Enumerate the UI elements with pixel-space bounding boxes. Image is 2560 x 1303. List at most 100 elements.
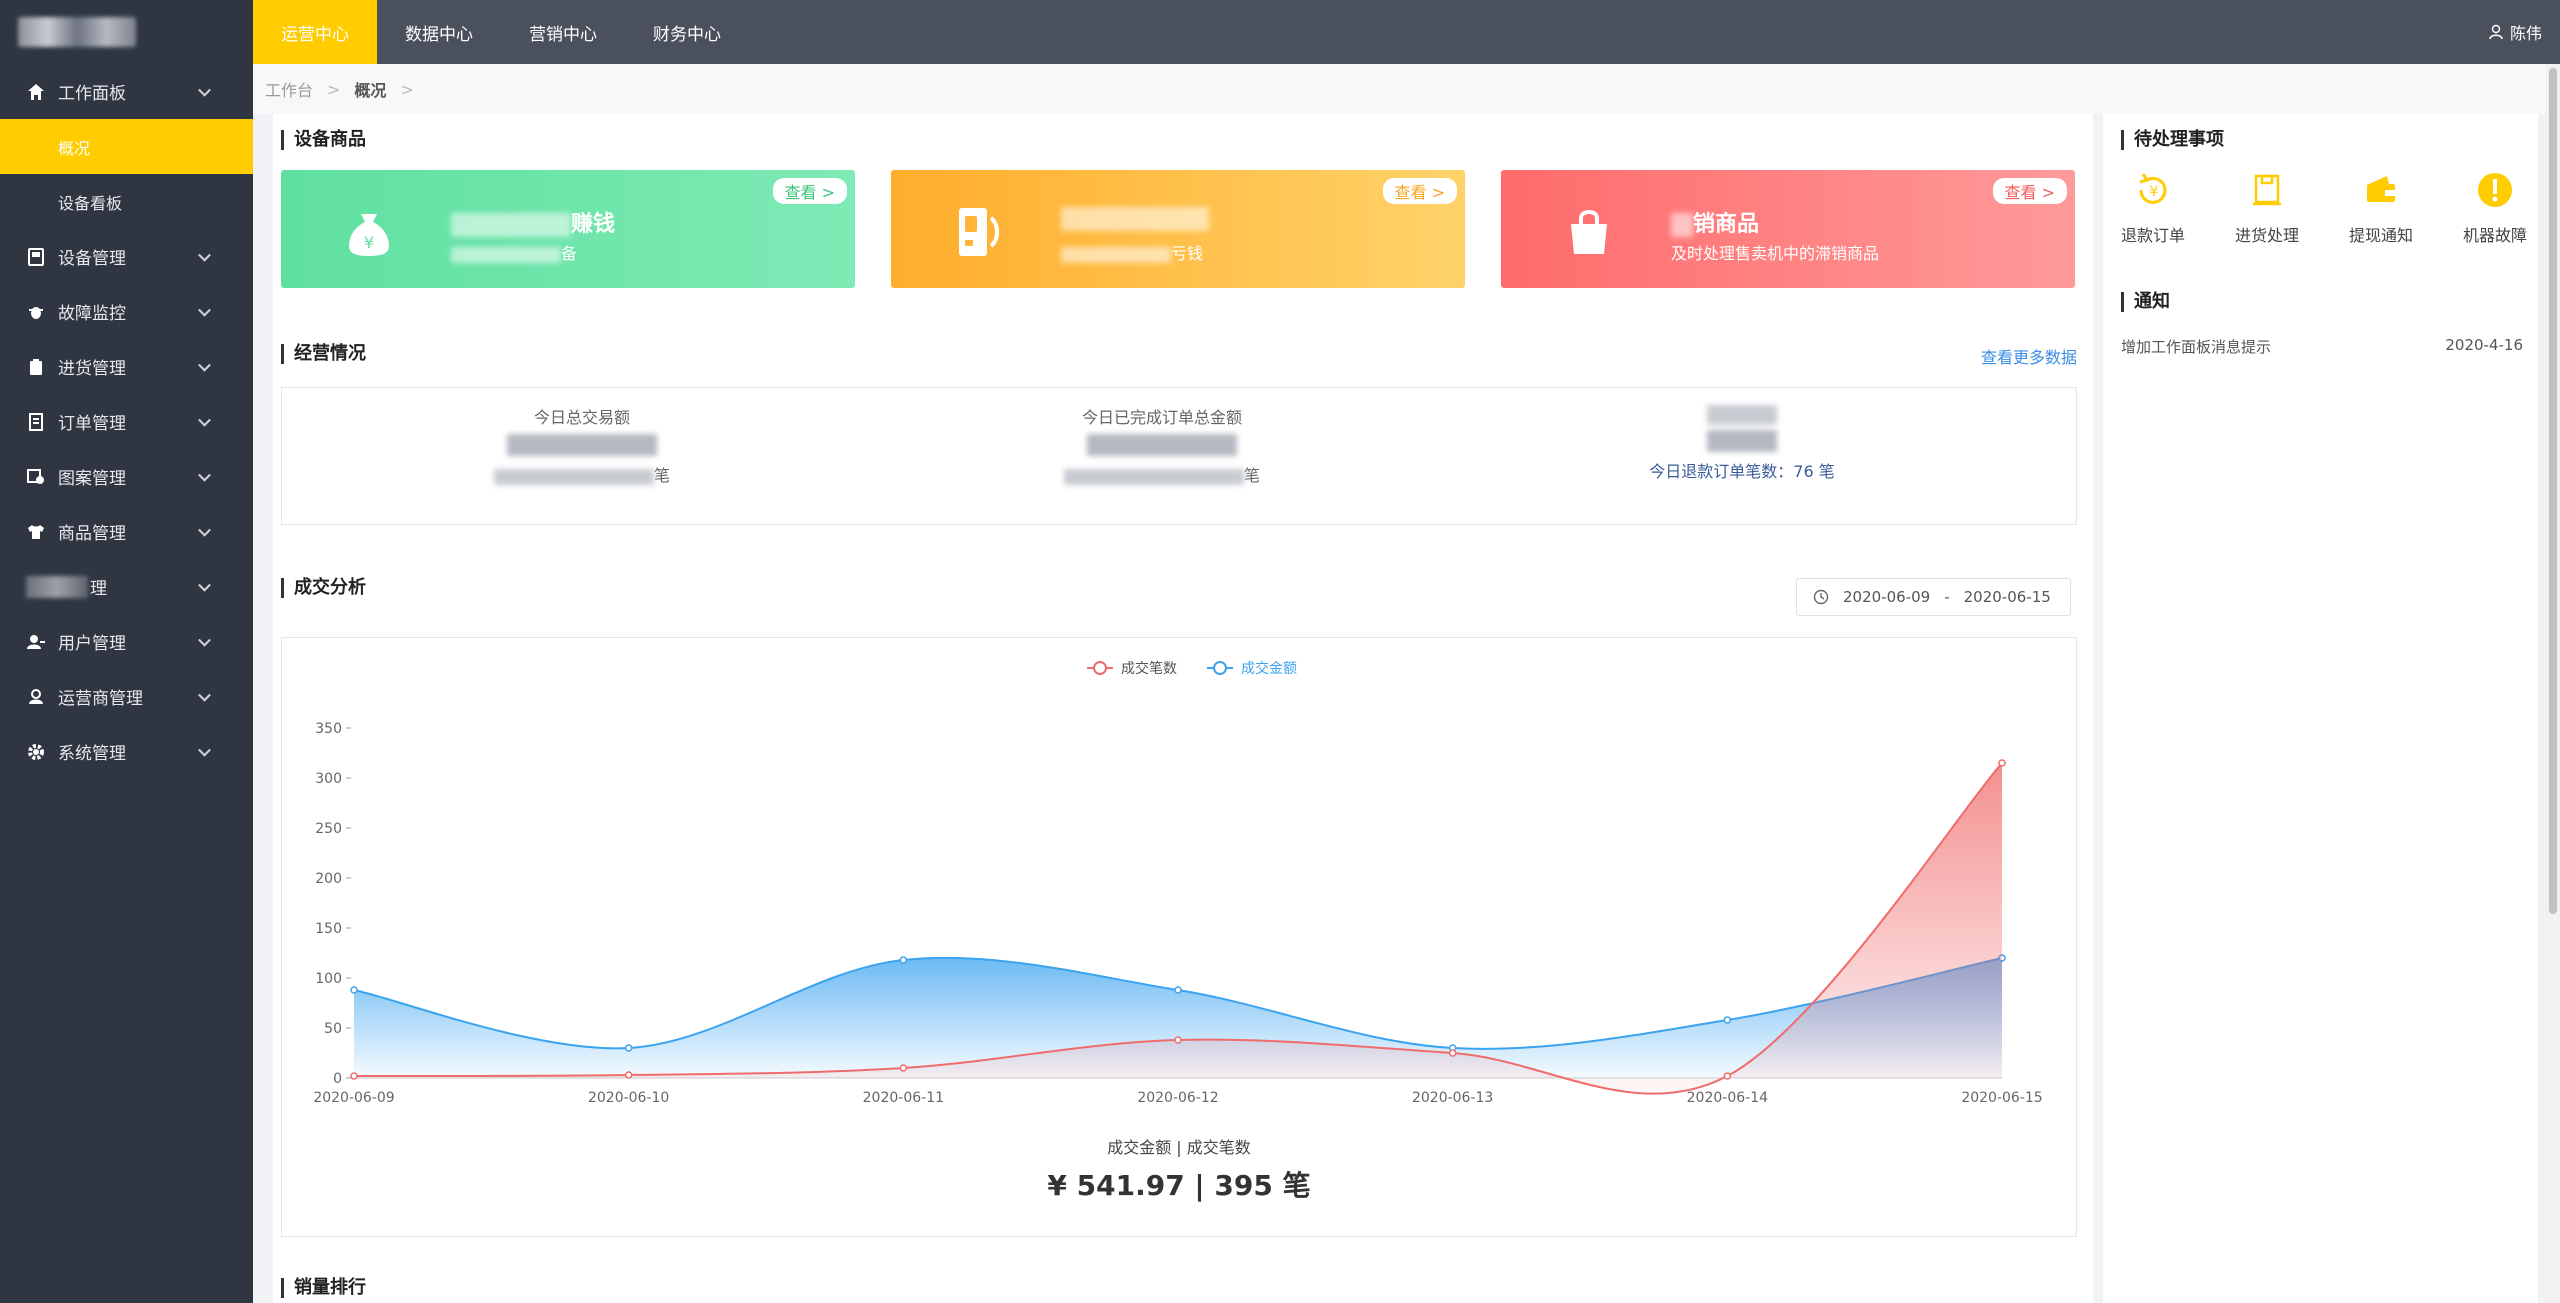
stat-label: 今日已完成订单总金额 xyxy=(1081,408,1242,427)
view-button[interactable]: 查看 > xyxy=(772,178,847,204)
section-title-deals: 成交分析 xyxy=(281,578,366,598)
todo-withdraw[interactable]: 提现通知 xyxy=(2331,170,2431,246)
chevron-down-icon xyxy=(198,303,211,317)
card-subtitle: 亏钱 xyxy=(1061,240,1203,264)
y-tick-label: 300 xyxy=(315,771,342,787)
user-menu[interactable]: 陈伟 xyxy=(2488,20,2542,44)
sidebar: 工作面板 概况 设备看板 设备管理 故障监控 进货管理 订单管理 图案管理 商品… xyxy=(0,0,253,1303)
gear-icon xyxy=(26,742,46,762)
data-point xyxy=(1174,1036,1182,1044)
svg-text:¥: ¥ xyxy=(2150,184,2159,200)
alert-icon xyxy=(2478,173,2512,207)
device-icon xyxy=(26,247,46,267)
data-point xyxy=(1174,986,1182,994)
tab-operations[interactable]: 运营中心 xyxy=(253,0,377,64)
sidebar-item-operators[interactable]: 运营商管理 xyxy=(0,669,253,724)
chart-summary-label: 成交金额 | 成交笔数 xyxy=(1107,1138,1251,1157)
top-nav: 运营中心 数据中心 营销中心 财务中心 陈伟 xyxy=(253,0,2560,64)
x-tick-label: 2020-06-15 xyxy=(1961,1090,2042,1106)
chart-summary-value: ¥ 541.97 | 395 笔 xyxy=(1047,1169,1311,1202)
x-tick-label: 2020-06-09 xyxy=(313,1090,394,1106)
y-tick-label: 150 xyxy=(315,921,342,937)
view-button[interactable]: 查看 > xyxy=(1992,178,2067,204)
data-point xyxy=(624,1044,633,1052)
data-point xyxy=(899,1064,908,1072)
data-point xyxy=(899,956,908,964)
operator-icon xyxy=(26,687,46,707)
tab-marketing[interactable]: 营销中心 xyxy=(501,0,625,64)
stat-label: 今日总交易额 xyxy=(533,408,630,427)
date-start[interactable]: 2020-06-09 xyxy=(1843,588,1931,606)
sidebar-item-workpanel[interactable]: 工作面板 xyxy=(0,64,253,119)
sidebar-item-label: 运营商管理 xyxy=(58,689,143,709)
todo-refund[interactable]: ¥ 退款订单 xyxy=(2103,170,2203,246)
todo-machine-fault[interactable]: 机器故障 xyxy=(2445,170,2545,246)
sidebar-item-label: 理 xyxy=(90,579,107,599)
sidebar-item-patterns[interactable]: 图案管理 xyxy=(0,449,253,504)
clipboard-icon xyxy=(26,357,46,377)
sidebar-item-users[interactable]: 用户管理 xyxy=(0,614,253,669)
todo-label: 进货处理 xyxy=(2234,226,2299,245)
sidebar-item-label: 图案管理 xyxy=(58,469,126,489)
breadcrumb-root[interactable]: 工作台 xyxy=(265,81,314,100)
breadcrumb-sep: > xyxy=(400,79,414,99)
card-profit[interactable]: 查看 > ¥ 赚钱 备 xyxy=(281,170,855,288)
todo-label: 提现通知 xyxy=(2348,226,2413,245)
shirt-icon xyxy=(26,522,46,542)
sidebar-item-blurred[interactable]: 理 xyxy=(0,559,253,614)
vending-machine-icon xyxy=(959,208,999,256)
chevron-down-icon xyxy=(198,468,211,482)
sidebar-item-system[interactable]: 系统管理 xyxy=(0,724,253,779)
tab-label: 运营中心 xyxy=(281,24,349,45)
sidebar-item-devices[interactable]: 设备管理 xyxy=(0,229,253,284)
chevron-down-icon xyxy=(198,688,211,702)
breadcrumb-sep: > xyxy=(327,79,341,99)
series-area-1 xyxy=(354,957,2002,1078)
more-data-link[interactable]: 查看更多数据 xyxy=(1980,348,2077,367)
todo-label: 机器故障 xyxy=(2462,226,2527,245)
card-slow-selling[interactable]: 查看 > 销商品 及时处理售卖机中的滞销商品 xyxy=(1501,170,2075,288)
sidebar-subitem-device-board[interactable]: 设备看板 xyxy=(0,174,253,229)
tab-data[interactable]: 数据中心 xyxy=(377,0,501,64)
scrollbar-thumb[interactable] xyxy=(2549,68,2557,914)
sidebar-item-fault[interactable]: 故障监控 xyxy=(0,284,253,339)
svg-text:¥: ¥ xyxy=(364,233,374,252)
tab-finance[interactable]: 财务中心 xyxy=(625,0,749,64)
sidebar-item-orders[interactable]: 订单管理 xyxy=(0,394,253,449)
right-panel: 待处理事项 ¥ 退款订单 进货处理 提现通知 机器故障 通知 增加工作面板消息提… xyxy=(2103,114,2538,1303)
card-loss[interactable]: 查看 > 亏钱 xyxy=(891,170,1465,288)
legend-marker xyxy=(1093,661,1107,675)
order-icon xyxy=(26,412,46,432)
todo-restock[interactable]: 进货处理 xyxy=(2217,170,2317,246)
shopping-bag-icon xyxy=(1571,210,1607,254)
card-title: 赚钱 xyxy=(451,206,615,238)
user-icon xyxy=(26,632,46,652)
section-title-business: 经营情况 xyxy=(281,344,366,364)
section-title-notice: 通知 xyxy=(2121,292,2170,312)
wallet-icon xyxy=(2367,176,2395,202)
blurred-icon xyxy=(26,575,88,598)
chevron-down-icon xyxy=(198,413,211,427)
chevron-down-icon xyxy=(198,248,211,262)
breadcrumb-current: 概况 xyxy=(354,81,387,100)
page-scrollbar[interactable] xyxy=(2546,64,2560,1303)
date-end[interactable]: 2020-06-15 xyxy=(1963,588,2051,606)
sidebar-subitem-overview[interactable]: 概况 xyxy=(0,119,253,174)
sidebar-item-restock[interactable]: 进货管理 xyxy=(0,339,253,394)
date-sep: - xyxy=(1944,588,1950,606)
date-range-picker[interactable]: 2020-06-09 - 2020-06-15 xyxy=(1796,578,2071,616)
tab-label: 数据中心 xyxy=(405,24,473,45)
stat-total-transactions: 今日总交易额 笔 xyxy=(432,404,732,486)
bug-icon xyxy=(26,302,46,322)
view-button[interactable]: 查看 > xyxy=(1382,178,1457,204)
sidebar-item-products[interactable]: 商品管理 xyxy=(0,504,253,559)
sidebar-item-label: 设备管理 xyxy=(58,249,126,269)
sidebar-item-label: 故障监控 xyxy=(58,304,126,324)
legend-label: 成交笔数 xyxy=(1121,660,1177,677)
sidebar-item-label: 进货管理 xyxy=(58,359,126,379)
clock-icon xyxy=(1813,589,1829,605)
notice-item[interactable]: 增加工作面板消息提示 2020-4-16 xyxy=(2121,336,2523,357)
data-point xyxy=(1998,759,2006,767)
money-bag-icon: ¥ xyxy=(349,214,389,256)
card-subtitle: 备 xyxy=(451,240,577,264)
